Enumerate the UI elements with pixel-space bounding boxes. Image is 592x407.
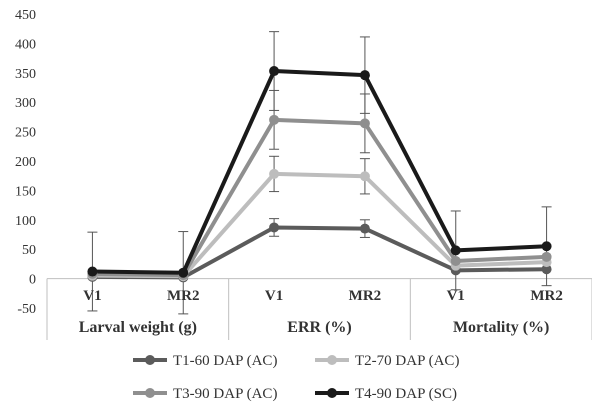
x-category-label: V1 bbox=[83, 288, 101, 304]
y-tick-label: -50 bbox=[17, 302, 36, 317]
y-tick-label: 250 bbox=[15, 126, 36, 141]
data-point bbox=[87, 266, 98, 277]
data-point bbox=[359, 171, 370, 182]
x-group-label: Mortality (%) bbox=[453, 319, 549, 336]
x-category-label: MR2 bbox=[349, 288, 382, 304]
x-category-label: V1 bbox=[447, 288, 465, 304]
data-point bbox=[269, 168, 280, 179]
y-tick-label: 150 bbox=[15, 184, 36, 199]
data-point bbox=[359, 223, 370, 234]
data-point bbox=[450, 245, 461, 256]
series-line-t3-90-dap-ac bbox=[92, 117, 547, 278]
y-tick-label: 450 bbox=[15, 8, 36, 23]
data-point bbox=[541, 251, 552, 262]
x-group-label: ERR (%) bbox=[287, 319, 351, 336]
data-point bbox=[269, 114, 280, 125]
data-point bbox=[178, 267, 189, 278]
series-line-t4-90-dap-sc bbox=[92, 69, 547, 275]
data-point bbox=[541, 241, 552, 252]
y-tick-label: 200 bbox=[15, 155, 36, 170]
legend-label: T3-90 DAP (AC) bbox=[173, 386, 277, 402]
y-tick-label: 50 bbox=[22, 243, 36, 258]
x-group-label: Larval weight (g) bbox=[79, 319, 197, 336]
y-tick-label: 400 bbox=[15, 37, 36, 52]
data-point bbox=[269, 222, 280, 233]
data-point bbox=[359, 70, 370, 81]
legend-label: T1-60 DAP (AC) bbox=[173, 353, 277, 369]
legend-swatch-marker bbox=[145, 388, 155, 398]
data-point bbox=[359, 118, 370, 129]
y-tick-label: 350 bbox=[15, 67, 36, 82]
data-point bbox=[450, 255, 461, 266]
legend-swatch-marker bbox=[327, 355, 337, 365]
x-category-label: V1 bbox=[265, 288, 283, 304]
legend-label: T2-70 DAP (AC) bbox=[355, 353, 459, 369]
y-tick-label: 0 bbox=[29, 273, 36, 288]
legend-label: T4-90 DAP (SC) bbox=[355, 386, 457, 402]
y-tick-label: 100 bbox=[15, 214, 36, 229]
data-point bbox=[541, 264, 552, 275]
series-line-t1-60-dap-ac bbox=[92, 225, 547, 280]
x-category-label: MR2 bbox=[530, 288, 563, 304]
legend-swatch-marker bbox=[327, 388, 337, 398]
x-category-label: MR2 bbox=[167, 288, 200, 304]
legend-swatch-marker bbox=[145, 355, 155, 365]
data-point bbox=[269, 66, 280, 77]
y-tick-label: 300 bbox=[15, 96, 36, 111]
